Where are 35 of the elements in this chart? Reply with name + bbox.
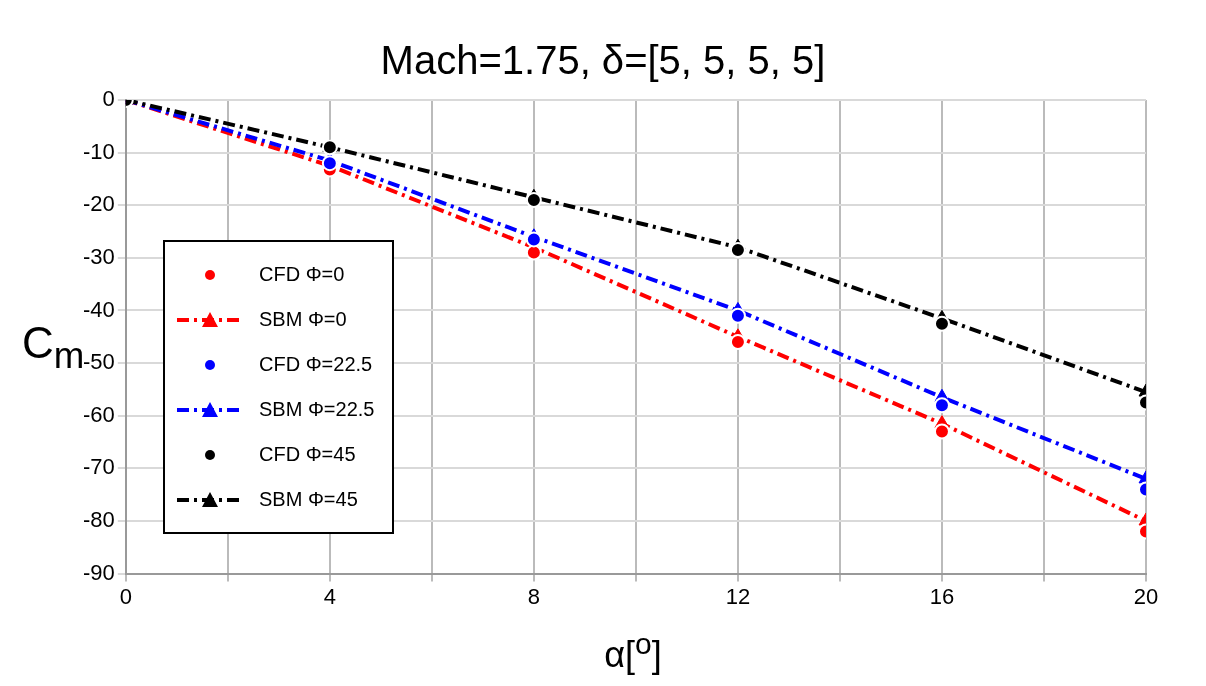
x-tick-label: 20 xyxy=(1133,583,1159,609)
y-tick-label: -70 xyxy=(83,454,115,480)
point xyxy=(525,231,542,248)
y-tick-label: 0 xyxy=(102,86,115,112)
y-tick-label: -30 xyxy=(83,243,115,269)
legend-label: CFD Φ=0 xyxy=(259,263,345,286)
x-tick-label: 4 xyxy=(323,583,336,609)
x-tick-label: 8 xyxy=(527,583,540,609)
point xyxy=(933,423,950,440)
y-tick-label: -50 xyxy=(83,349,115,375)
x-tick-label: 16 xyxy=(929,583,955,609)
point xyxy=(729,307,746,324)
point xyxy=(525,244,542,261)
point xyxy=(321,139,338,156)
legend-label: SBM Φ=45 xyxy=(259,488,358,511)
y-tick-label: -20 xyxy=(83,191,115,217)
x-tick-label: 12 xyxy=(725,583,751,609)
y-axis-title: C$_{m}$ xyxy=(22,318,85,377)
y-tick-label: -90 xyxy=(83,559,115,585)
legend-label: SBM Φ=22.5 xyxy=(259,398,375,421)
y-tick-label: -10 xyxy=(83,138,115,164)
y-tick-label: -40 xyxy=(83,296,115,322)
x-axis-title: α[$^{o}$] xyxy=(603,626,663,675)
point xyxy=(729,241,746,258)
chart-title: Mach=1.75, δ=[5, 5, 5, 5] xyxy=(379,38,827,83)
y-tick-label: -80 xyxy=(83,507,115,533)
point xyxy=(525,191,542,208)
x-tick-label: 0 xyxy=(119,583,132,609)
legend-label: CFD Φ=22.5 xyxy=(259,353,373,376)
point xyxy=(729,334,746,351)
legend-label: CFD Φ=45 xyxy=(259,443,356,466)
legend-label: SBM Φ=0 xyxy=(259,308,347,331)
point xyxy=(933,397,950,414)
y-tick-label: -60 xyxy=(83,401,115,427)
point xyxy=(933,315,950,332)
